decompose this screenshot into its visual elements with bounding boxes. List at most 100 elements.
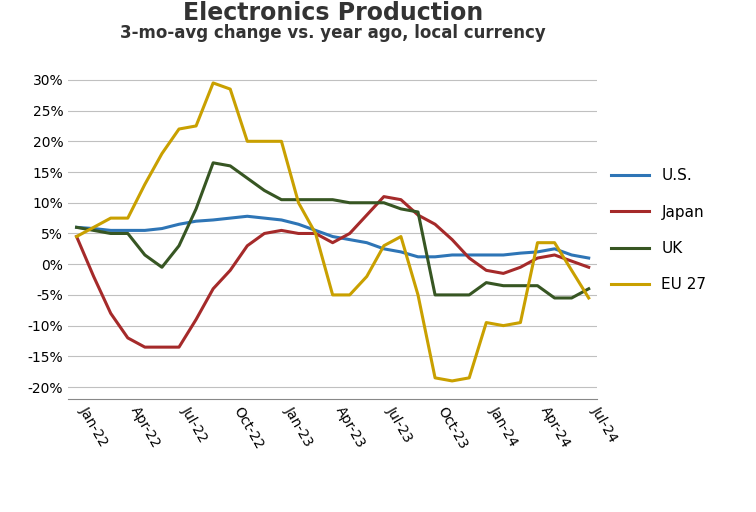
Japan xyxy=(209,286,218,292)
Japan xyxy=(141,344,150,350)
Japan xyxy=(448,237,457,243)
EU 27 xyxy=(516,319,525,326)
Japan xyxy=(226,267,235,273)
Japan xyxy=(396,197,405,203)
EU 27 xyxy=(311,230,320,237)
Japan xyxy=(414,212,423,218)
UK xyxy=(141,252,150,258)
Japan xyxy=(106,310,115,316)
Japan xyxy=(465,255,474,261)
Japan xyxy=(567,258,576,264)
EU 27 xyxy=(396,233,405,240)
U.S. xyxy=(550,246,559,252)
UK xyxy=(260,187,269,194)
U.S. xyxy=(243,213,252,219)
EU 27 xyxy=(191,123,200,129)
EU 27 xyxy=(362,273,371,280)
UK xyxy=(380,200,389,206)
UK xyxy=(106,230,115,237)
U.S. xyxy=(89,225,98,231)
UK xyxy=(209,160,218,166)
EU 27 xyxy=(175,126,184,132)
Japan xyxy=(380,194,389,200)
U.S. xyxy=(72,224,81,230)
Japan xyxy=(89,273,98,280)
UK xyxy=(89,227,98,233)
Text: 3-mo-avg change vs. year ago, local currency: 3-mo-avg change vs. year ago, local curr… xyxy=(119,25,546,42)
UK xyxy=(311,197,320,203)
Line: EU 27: EU 27 xyxy=(76,83,589,381)
U.S. xyxy=(396,249,405,255)
UK xyxy=(482,280,491,286)
Japan xyxy=(260,230,269,237)
EU 27 xyxy=(72,233,81,240)
UK xyxy=(294,197,303,203)
UK xyxy=(123,230,132,237)
EU 27 xyxy=(106,215,115,221)
U.S. xyxy=(516,250,525,256)
Line: U.S.: U.S. xyxy=(76,216,589,258)
EU 27 xyxy=(89,224,98,230)
Japan xyxy=(516,264,525,270)
UK xyxy=(448,292,457,298)
U.S. xyxy=(191,218,200,224)
U.S. xyxy=(106,227,115,233)
EU 27 xyxy=(123,215,132,221)
EU 27 xyxy=(533,240,542,246)
Legend: U.S., Japan, UK, EU 27: U.S., Japan, UK, EU 27 xyxy=(605,162,712,298)
U.S. xyxy=(380,246,389,252)
U.S. xyxy=(209,217,218,223)
U.S. xyxy=(499,252,508,258)
Japan xyxy=(533,255,542,261)
UK xyxy=(430,292,439,298)
UK xyxy=(157,264,166,270)
U.S. xyxy=(226,215,235,221)
Japan xyxy=(123,335,132,341)
EU 27 xyxy=(414,292,423,298)
U.S. xyxy=(362,240,371,246)
U.S. xyxy=(277,217,286,223)
UK xyxy=(499,283,508,289)
UK xyxy=(584,286,593,292)
U.S. xyxy=(294,221,303,227)
EU 27 xyxy=(157,151,166,157)
Japan xyxy=(277,227,286,233)
EU 27 xyxy=(430,375,439,381)
Japan xyxy=(328,240,337,246)
U.S. xyxy=(311,227,320,233)
U.S. xyxy=(345,237,355,243)
UK xyxy=(567,295,576,301)
UK xyxy=(345,200,355,206)
UK xyxy=(396,206,405,212)
Japan xyxy=(243,243,252,249)
Japan xyxy=(311,230,320,237)
Japan xyxy=(362,212,371,218)
U.S. xyxy=(533,249,542,255)
EU 27 xyxy=(380,243,389,249)
EU 27 xyxy=(226,86,235,92)
Japan xyxy=(294,230,303,237)
UK xyxy=(243,175,252,181)
EU 27 xyxy=(465,375,474,381)
U.S. xyxy=(430,254,439,260)
EU 27 xyxy=(499,323,508,329)
EU 27 xyxy=(550,240,559,246)
EU 27 xyxy=(448,378,457,384)
EU 27 xyxy=(277,138,286,144)
Line: UK: UK xyxy=(76,163,589,298)
Japan xyxy=(175,344,184,350)
UK xyxy=(465,292,474,298)
Japan xyxy=(430,221,439,227)
EU 27 xyxy=(141,181,150,187)
EU 27 xyxy=(482,319,491,326)
U.S. xyxy=(157,225,166,231)
UK xyxy=(516,283,525,289)
Title: Electronics Production: Electronics Production xyxy=(182,1,483,25)
UK xyxy=(414,209,423,215)
U.S. xyxy=(260,215,269,221)
U.S. xyxy=(567,252,576,258)
EU 27 xyxy=(567,267,576,273)
Japan xyxy=(345,230,355,237)
Line: Japan: Japan xyxy=(76,197,589,347)
Japan xyxy=(72,233,81,240)
